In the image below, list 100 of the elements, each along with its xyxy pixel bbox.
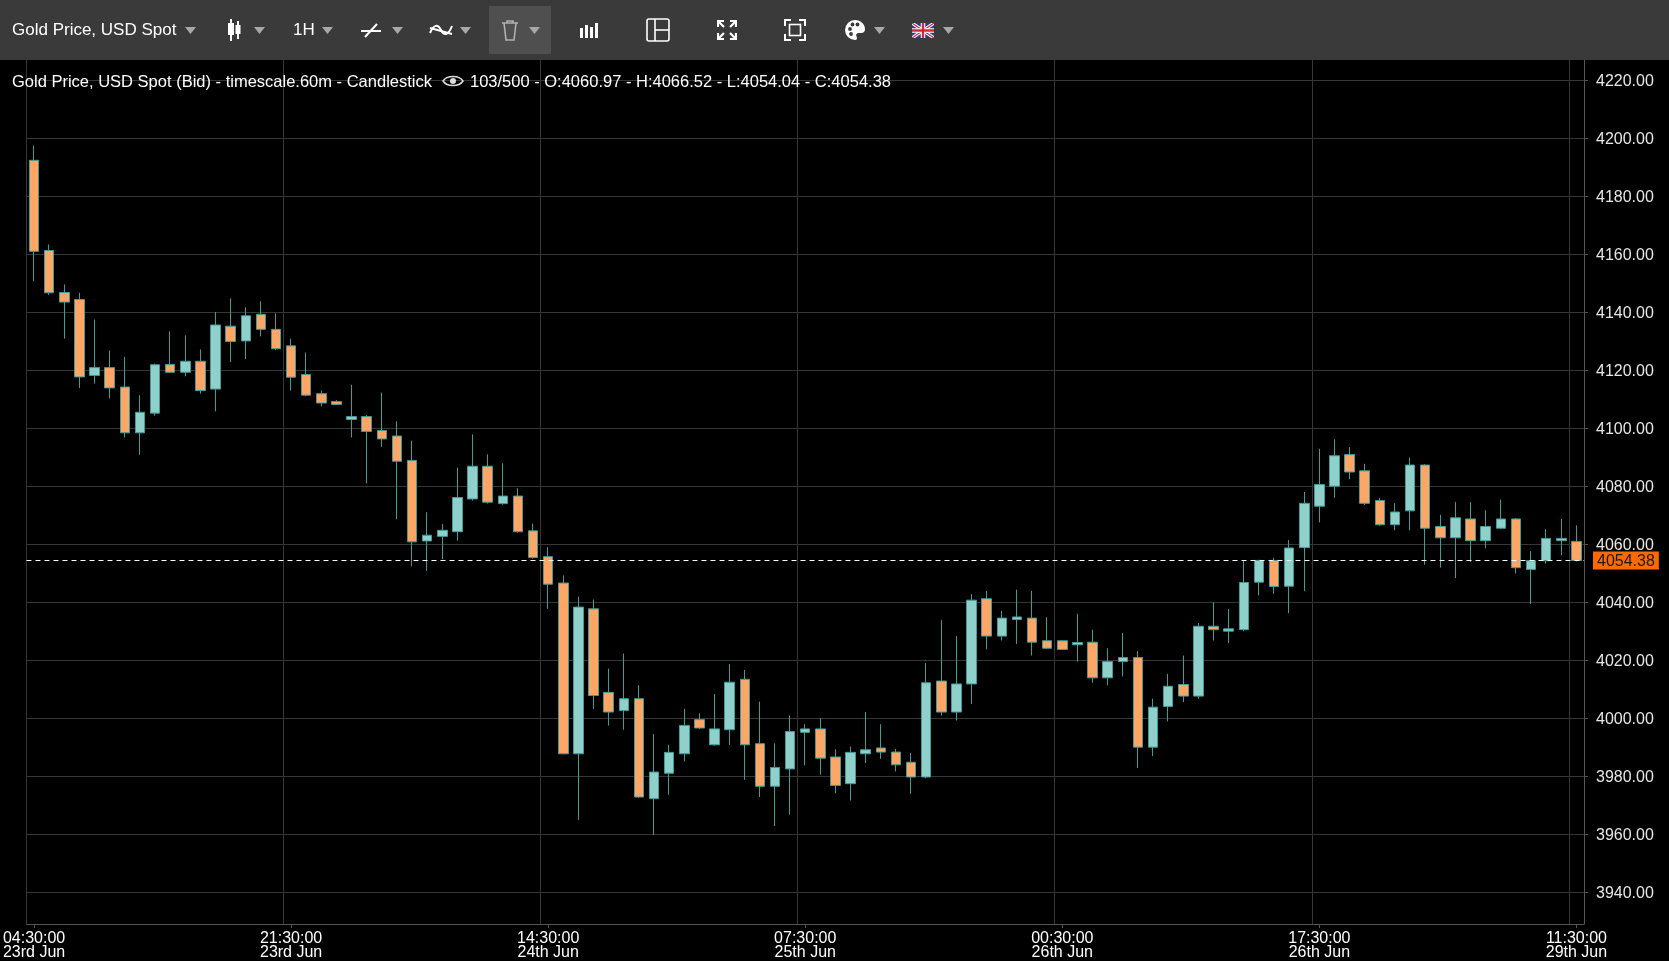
ref-line-label: 4054.38 [1597,551,1655,569]
candlestick [573,596,584,821]
candlestick [331,399,342,406]
candlestick [165,330,175,374]
candlestick [346,384,357,438]
candlestick [1087,629,1098,684]
candlestick [724,663,735,746]
candlestick [951,635,962,721]
candlestick [664,744,674,796]
candlestick [1571,524,1582,562]
candlestick [241,306,251,360]
candlestick [1012,589,1022,645]
candlestick [1133,650,1143,769]
candlestick [1072,613,1083,663]
candlestick [603,668,614,727]
candlestick [755,701,765,798]
text: 1H [293,20,315,40]
candlestick [89,318,100,385]
y-tick-label: 4220.00 [1596,71,1654,89]
text: Gold Price, USD Spot (Bid) - timescale.60m - Candlestick [12,71,432,91]
candlestick [619,652,629,731]
y-tick-label: 4060.00 [1596,535,1654,553]
candlestick [1027,590,1037,657]
candlestick [513,487,523,534]
y-tick-label: 4080.00 [1596,477,1654,495]
candlestick [120,356,130,438]
candlestick [1511,517,1521,574]
y-tick-label: 4020.00 [1596,651,1654,669]
x-tick-label: 21:30:00 23rd Jun [259,928,323,960]
candlestick [1208,601,1219,641]
y-tick-label: 4100.00 [1596,419,1654,437]
candlestick [1344,446,1355,480]
candlestick [407,440,417,567]
x-tick-label: 17:30:00 26th Jun [1288,928,1351,960]
candlestick [649,733,659,836]
candlestick [1390,502,1400,531]
candlestick [1118,632,1128,677]
candlestick [1465,501,1476,563]
y-tick-label: 4000.00 [1596,709,1654,727]
annotation: 103/500 - O:4060.97 - H:4066.52 - L:4054.04 - C:4054.38 [469,71,892,91]
candlestick [936,619,947,717]
candlestick [1284,539,1294,614]
candlestick [588,599,599,710]
y-tick-label: 4200.00 [1596,129,1654,147]
candlestick [1314,448,1325,523]
candlestick [694,712,705,730]
candlestick [845,746,856,801]
candlestick [1329,438,1340,499]
candlestick [1541,528,1551,565]
candlestick [498,462,508,506]
candlestick [740,669,750,781]
text: Gold Price, USD Spot [12,20,177,40]
candlestick [1526,550,1536,605]
candlestick [301,352,311,397]
candlestick [997,610,1007,641]
candlestick [361,414,372,484]
candlestick [452,467,463,542]
candlestick [1057,639,1068,651]
x-tick-label: 00:30:00 26th Jun [1031,928,1094,960]
candlestick [1435,514,1446,569]
candlestick [876,723,886,760]
candlestick [830,748,841,794]
candlestick [1480,509,1491,549]
y-tick-label: 3960.00 [1596,825,1654,843]
x-tick-label: 07:30:00 25th Jun [774,928,837,960]
y-tick-label: 4040.00 [1596,593,1654,611]
y-tick-label: 3940.00 [1596,883,1654,901]
candlestick [150,363,160,417]
candlestick [1299,491,1310,592]
x-tick-label: 11:30:00 29th Jun [1545,928,1608,960]
candlestick [316,390,327,407]
candlestick [210,311,221,412]
candlestick [1042,616,1052,650]
candlestick [679,708,690,762]
candlestick [225,297,236,363]
candlestick [800,723,810,766]
y-tick-label: 4180.00 [1596,187,1654,205]
candlestick [74,292,85,389]
x-tick-label: 14:30:00 24th Jun [517,928,580,960]
candlestick [377,392,387,448]
candlestick [543,546,553,610]
candlestick [1223,608,1234,644]
y-tick-label: 4160.00 [1596,245,1654,263]
candlestick [392,420,402,520]
candlestick [1102,647,1113,686]
candlestick [422,511,432,572]
candlestick [482,453,493,505]
candlestick [1269,557,1279,595]
y-tick-label: 3980.00 [1596,767,1654,785]
candlestick [1193,622,1204,700]
candlestick [1405,457,1415,531]
candlestick [44,243,54,296]
candlestick [1163,673,1173,722]
y-tick-label: 4140.00 [1596,303,1654,321]
candlestick [1420,463,1430,566]
x-tick-label: 04:30:00 23rd Jun [2,928,66,960]
candlestick [981,590,992,650]
candlestick [921,662,931,779]
candlestick [709,693,720,747]
candlestick [1556,518,1567,556]
